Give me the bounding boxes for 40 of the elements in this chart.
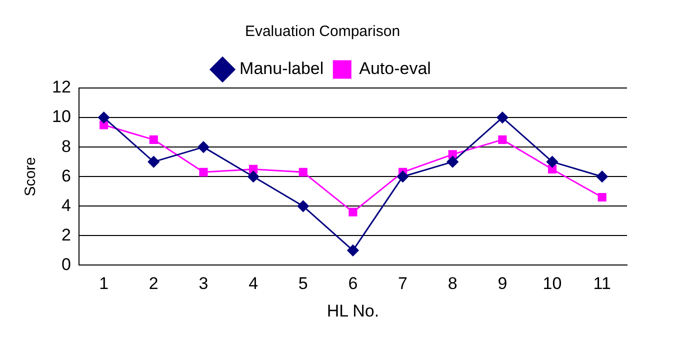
x-axis-title: HL No. (326, 301, 380, 320)
point (496, 112, 508, 124)
x-tick-label: 2 (148, 274, 158, 294)
chart-title: Evaluation Comparison (244, 23, 400, 40)
point (348, 208, 358, 216)
y-tick-label: 10 (52, 107, 71, 126)
x-tick-label: 1 (99, 274, 109, 294)
y-axis-title: Score (22, 157, 40, 196)
x-tick-label: 9 (498, 274, 508, 294)
x-tick-label: 8 (448, 274, 458, 294)
point (596, 170, 608, 182)
point (347, 244, 359, 256)
y-tick-label: 12 (52, 78, 71, 97)
y-tick-label: 4 (61, 196, 71, 215)
point (598, 192, 606, 202)
x-tick-label: 6 (348, 274, 358, 294)
y-tick-label: 8 (61, 136, 71, 156)
point (446, 156, 458, 168)
x-tick-label: 11 (593, 274, 611, 294)
y-tick-label: 2 (61, 225, 71, 244)
point (149, 135, 158, 144)
legend-label: Manu-label (240, 59, 324, 78)
y-tick-label: 0 (61, 254, 71, 274)
point (98, 112, 110, 124)
point (498, 135, 507, 144)
point (199, 168, 208, 176)
x-tick-label: 7 (398, 274, 408, 294)
x-tick-label: 3 (198, 274, 208, 294)
point (148, 156, 160, 168)
point (546, 156, 558, 168)
point (397, 170, 409, 182)
legend-label: Auto-eval (359, 59, 431, 78)
x-tick-label: 10 (542, 274, 562, 294)
point (198, 141, 210, 153)
point (248, 170, 260, 182)
y-tick-label: 6 (61, 166, 71, 186)
x-tick-label: 4 (248, 274, 258, 294)
x-tick-label: 5 (298, 274, 308, 294)
point (298, 168, 308, 176)
point (297, 200, 309, 212)
